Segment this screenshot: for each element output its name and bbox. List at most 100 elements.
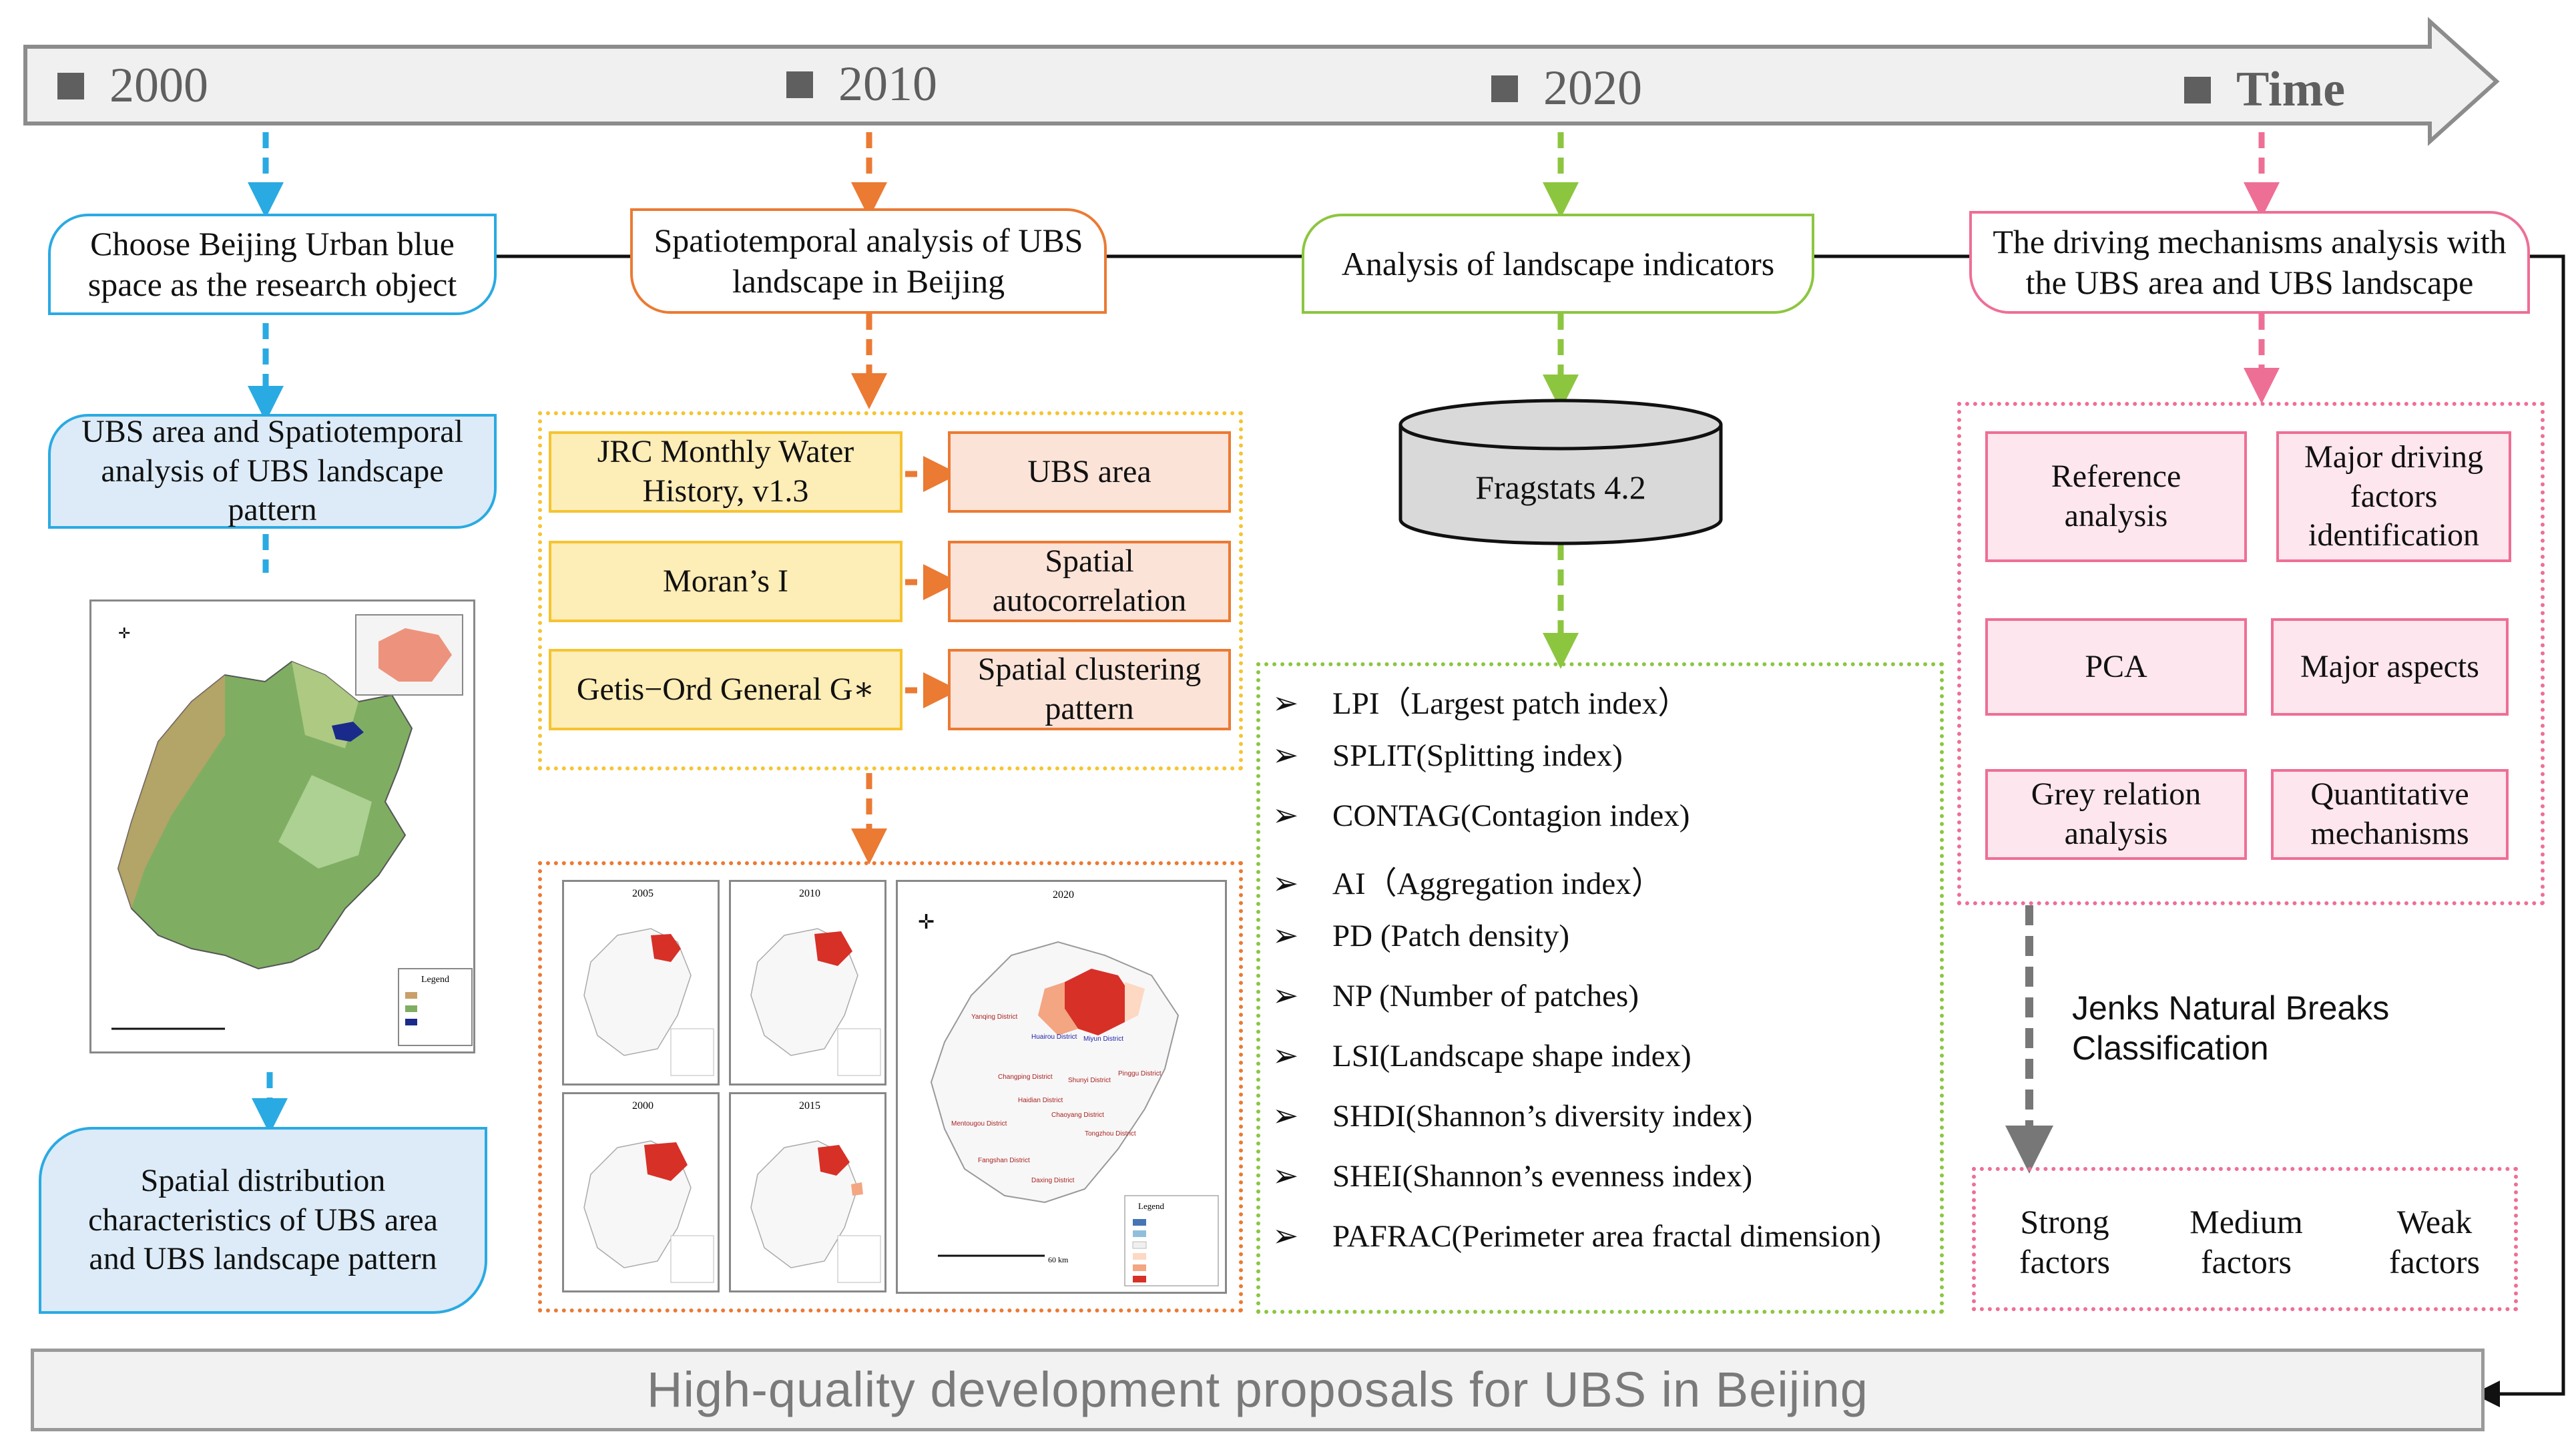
method-input-getis: Getis−Ord General G∗ bbox=[549, 649, 903, 730]
tick-marker-icon bbox=[786, 71, 813, 98]
stage2-maps-panel bbox=[538, 861, 1243, 1312]
jenks-classification-label: Jenks Natural Breaks Classification bbox=[2072, 989, 2390, 1067]
map-2020-district: Shunyi District bbox=[1068, 1077, 1111, 1084]
map-2015: 2015 bbox=[729, 1092, 886, 1292]
map-2020-district: Tongzhou District bbox=[1085, 1130, 1136, 1138]
major-aspects-box: Major aspects bbox=[2271, 618, 2509, 716]
tick-marker-icon bbox=[2184, 76, 2211, 103]
indicator-item: ➢ PD (Patch density) bbox=[1272, 919, 1570, 953]
map-2020-scale: 60 km bbox=[1048, 1255, 1069, 1264]
bullet-arrow-icon: ➢ bbox=[1272, 867, 1299, 901]
reference-analysis-box: Reference analysis bbox=[1985, 431, 2247, 562]
strong-factors-label: Strong factors bbox=[2019, 1203, 2111, 1280]
stage2-title: Spatiotemporal analysis of UBS landscape… bbox=[654, 222, 1083, 300]
stage1-sub-box: UBS area and Spatiotemporal analysis of … bbox=[48, 414, 497, 529]
footer-proposal-box: High-quality development proposals for U… bbox=[31, 1349, 2485, 1431]
map-legend-title: Legend bbox=[421, 975, 449, 985]
footer-proposal-text: High-quality development proposals for U… bbox=[647, 1361, 1868, 1417]
quantitative-mechanisms-box: Quantitative mechanisms bbox=[2271, 769, 2509, 860]
method-input-morans-label: Moran’s I bbox=[663, 563, 788, 599]
timeline-tick-2000: 2000 bbox=[57, 57, 208, 114]
driving-mechanisms-panel bbox=[1957, 402, 2545, 905]
stage4-title-box: The driving mechanisms analysis with the… bbox=[1969, 211, 2530, 314]
fragstats-label: Fragstats 4.2 bbox=[1475, 468, 1646, 506]
pca-box: PCA bbox=[1985, 618, 2247, 716]
map-2020: 2020 ✛ Yanqing District Huairou District… bbox=[896, 880, 1227, 1294]
stage2-methods-panel bbox=[538, 411, 1243, 770]
method-output-ubs-area-label: UBS area bbox=[1027, 453, 1151, 489]
indicator-item: ➢ LSI(Landscape shape index) bbox=[1272, 1039, 1692, 1073]
timeline-tick-2010: 2010 bbox=[786, 56, 937, 113]
method-output-autocorrelation-label: Spatial autocorrelation bbox=[992, 543, 1187, 618]
tick-marker-icon bbox=[57, 72, 84, 99]
map-2020-district: Miyun District bbox=[1083, 1035, 1123, 1043]
map-2020-district: Chaoyang District bbox=[1051, 1112, 1104, 1119]
indicator-item: ➢ CONTAG(Contagion index) bbox=[1272, 798, 1690, 833]
bullet-arrow-icon: ➢ bbox=[1272, 979, 1299, 1013]
stage2-title-box: Spatiotemporal analysis of UBS landscape… bbox=[630, 208, 1107, 314]
tick-marker-icon bbox=[1491, 75, 1518, 102]
fragstats-label-box: Fragstats 4.2 bbox=[1400, 441, 1721, 534]
bullet-arrow-icon: ➢ bbox=[1272, 686, 1299, 721]
bullet-arrow-icon: ➢ bbox=[1272, 798, 1299, 833]
map-2020-district: Changping District bbox=[998, 1073, 1053, 1081]
method-output-clustering: Spatial clustering pattern bbox=[948, 649, 1231, 730]
bullet-arrow-icon: ➢ bbox=[1272, 1099, 1299, 1134]
map-2010-year: 2010 bbox=[799, 888, 820, 899]
map-2020-legend-title: Legend bbox=[1138, 1201, 1164, 1211]
beijing-elevation-map: Legend ✛ bbox=[89, 599, 475, 1053]
stage4-title: The driving mechanisms analysis with the… bbox=[1993, 223, 2507, 301]
map-2010: 2010 bbox=[729, 880, 886, 1086]
method-input-getis-label: Getis−Ord General G∗ bbox=[576, 671, 875, 707]
stage1-title: Choose Beijing Urban blue space as the r… bbox=[87, 225, 457, 303]
bullet-arrow-icon: ➢ bbox=[1272, 1159, 1299, 1194]
map-2020-year: 2020 bbox=[1053, 889, 1074, 901]
map-2005-year: 2005 bbox=[632, 888, 654, 899]
map-2020-district: Pinggu District bbox=[1118, 1070, 1162, 1077]
timeline-arrow bbox=[23, 17, 2500, 146]
weak-factors-label: Weak factors bbox=[2388, 1203, 2481, 1280]
timeline-tick-2020: 2020 bbox=[1491, 60, 1642, 117]
stage1-title-box: Choose Beijing Urban blue space as the r… bbox=[48, 214, 497, 315]
major-driving-factors-box: Major driving factors identification bbox=[2276, 431, 2511, 562]
medium-factors-label: Medium factors bbox=[2189, 1203, 2303, 1280]
quantitative-mechanisms-label: Quantitative mechanisms bbox=[2310, 776, 2469, 851]
indicator-item: ➢ PAFRAC(Perimeter area fractal dimension… bbox=[1272, 1219, 1881, 1254]
major-driving-factors-label: Major driving factors identification bbox=[2304, 439, 2483, 553]
map-2005: 2005 bbox=[562, 880, 720, 1086]
bullet-arrow-icon: ➢ bbox=[1272, 738, 1299, 773]
stage1-result-box: Spatial distribution characteristics of … bbox=[39, 1127, 487, 1314]
stage3-title: Analysis of landscape indicators bbox=[1341, 244, 1775, 282]
fragstats-cylinder bbox=[1398, 399, 1723, 545]
map-2000: 2000 bbox=[562, 1092, 720, 1292]
method-output-autocorrelation: Spatial autocorrelation bbox=[948, 541, 1231, 622]
bullet-arrow-icon: ➢ bbox=[1272, 1219, 1299, 1254]
grey-relation-label: Grey relation analysis bbox=[2031, 776, 2202, 851]
bullet-arrow-icon: ➢ bbox=[1272, 919, 1299, 953]
indicator-item: ➢ AI（Aggregation index） bbox=[1272, 867, 1663, 901]
method-output-clustering-label: Spatial clustering pattern bbox=[977, 652, 1202, 726]
indicator-item: ➢ SHDI(Shannon’s diversity index) bbox=[1272, 1099, 1753, 1134]
method-input-morans: Moran’s I bbox=[549, 541, 903, 622]
indicator-item: ➢ LPI（Largest patch index） bbox=[1272, 686, 1690, 721]
map-2020-district: Haidian District bbox=[1018, 1097, 1063, 1104]
major-aspects-label: Major aspects bbox=[2300, 648, 2479, 684]
indicator-item: ➢ NP (Number of patches) bbox=[1272, 979, 1639, 1013]
method-input-jrc-label: JRC Monthly Water History, v1.3 bbox=[597, 434, 854, 509]
map-2000-year: 2000 bbox=[632, 1100, 654, 1112]
svg-text:✛: ✛ bbox=[918, 911, 935, 933]
method-output-ubs-area: UBS area bbox=[948, 431, 1231, 513]
grey-relation-box: Grey relation analysis bbox=[1985, 769, 2247, 860]
timeline-tick-time: Time bbox=[2184, 61, 2345, 118]
indicator-item: ➢ SHEI(Shannon’s evenness index) bbox=[1272, 1159, 1753, 1194]
bullet-arrow-icon: ➢ bbox=[1272, 1039, 1299, 1073]
svg-text:✛: ✛ bbox=[118, 625, 130, 642]
indicator-item: ➢ SPLIT(Splitting index) bbox=[1272, 738, 1623, 773]
map-2020-district: Yanqing District bbox=[971, 1013, 1018, 1021]
map-2020-district: Fangshan District bbox=[978, 1157, 1030, 1164]
map-2020-district: Daxing District bbox=[1031, 1177, 1075, 1184]
feedback-line bbox=[2473, 254, 2565, 1407]
map-2020-district: Mentougou District bbox=[951, 1120, 1007, 1128]
